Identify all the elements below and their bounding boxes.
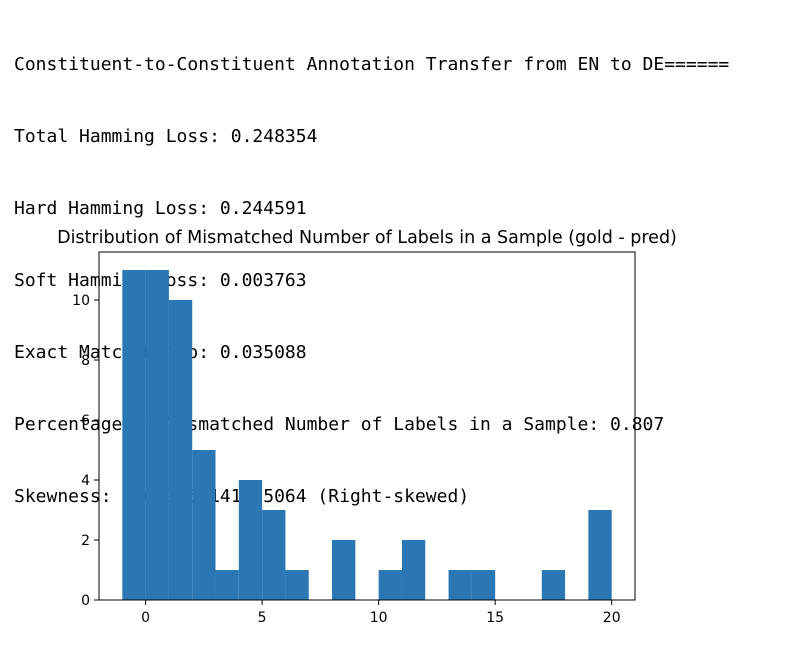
histogram-bar <box>192 450 216 600</box>
cell-output: Constituent-to-Constituent Annotation Tr… <box>14 8 729 533</box>
histogram-bar <box>122 270 146 600</box>
hard-hamming-loss-line: Hard Hamming Loss: 0.244591 <box>14 198 307 219</box>
x-tick-label: 0 <box>141 610 150 626</box>
chart-title: Distribution of Mismatched Number of Lab… <box>57 228 677 248</box>
histogram-bar <box>378 570 402 600</box>
histogram-bar <box>588 510 612 600</box>
histogram-bar <box>215 570 239 600</box>
x-tick-label: 5 <box>258 610 267 626</box>
histogram-bar <box>168 300 193 600</box>
histogram-bar <box>401 540 426 600</box>
y-tick-label: 10 <box>72 293 90 309</box>
histogram-bar <box>262 510 286 600</box>
y-tick-label: 4 <box>81 473 90 489</box>
y-tick-label: 8 <box>81 353 90 369</box>
exact-match-ratio-line: Exact Match Ratio: 0.035088 <box>14 342 307 363</box>
histogram-chart: Distribution of Mismatched Number of Lab… <box>0 222 792 642</box>
plot-frame <box>98 251 636 601</box>
histogram-bar <box>285 570 309 600</box>
histogram-bar <box>332 540 356 600</box>
histogram-bar <box>145 270 169 600</box>
histogram-svg: Distribution of Mismatched Number of Lab… <box>57 228 677 626</box>
y-tick-label: 0 <box>81 593 90 609</box>
x-tick-label: 10 <box>370 610 388 626</box>
histogram-bar <box>238 480 263 600</box>
histogram-bar <box>541 570 566 600</box>
x-tick-label: 20 <box>603 610 621 626</box>
histogram-bar <box>448 570 472 600</box>
total-hamming-loss-line: Total Hamming Loss: 0.248354 <box>14 126 318 147</box>
y-tick-label: 2 <box>81 533 90 549</box>
output-header-line: Constituent-to-Constituent Annotation Tr… <box>14 54 730 75</box>
x-tick-label: 15 <box>486 610 504 626</box>
histogram-bar <box>471 570 496 600</box>
y-tick-label: 6 <box>81 413 90 429</box>
